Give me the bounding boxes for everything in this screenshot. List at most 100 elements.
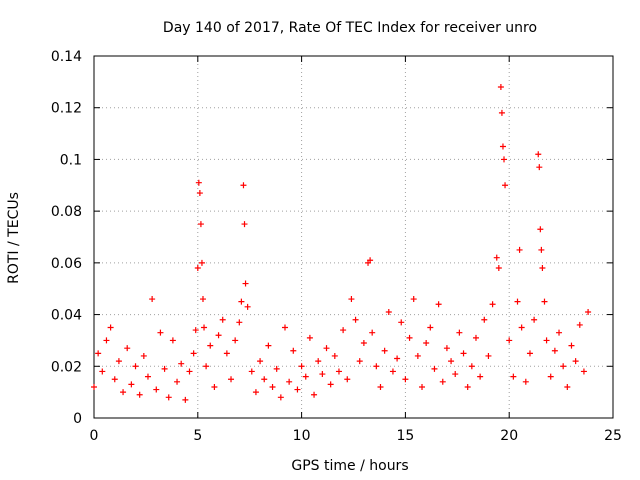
data-point	[257, 358, 264, 365]
data-point	[157, 329, 164, 336]
data-point	[576, 321, 583, 328]
data-point	[493, 254, 500, 261]
grid	[94, 56, 613, 418]
data-point	[327, 381, 334, 388]
y-tick-label: 0.06	[51, 256, 82, 272]
x-tick-label: 10	[293, 428, 311, 444]
data-point	[286, 378, 293, 385]
data-point	[543, 337, 550, 344]
data-point	[423, 340, 430, 347]
data-point	[556, 329, 563, 336]
data-point	[182, 396, 189, 403]
data-point	[240, 182, 247, 189]
data-point	[124, 345, 131, 352]
data-point	[128, 381, 135, 388]
data-point	[298, 363, 305, 370]
chart-title: Day 140 of 2017, Rate Of TEC Index for r…	[163, 20, 537, 36]
data-point	[277, 394, 284, 401]
data-point	[207, 342, 214, 349]
data-point	[290, 347, 297, 354]
x-tick-label: 25	[604, 428, 622, 444]
x-tick-label: 0	[90, 428, 99, 444]
data-point	[356, 358, 363, 365]
y-tick-label: 0.08	[51, 204, 82, 220]
data-point	[149, 296, 156, 303]
data-point	[373, 363, 380, 370]
data-point	[252, 389, 259, 396]
data-point	[315, 358, 322, 365]
data-point	[261, 376, 268, 383]
data-point	[402, 376, 409, 383]
data-point	[232, 337, 239, 344]
data-point	[273, 365, 280, 372]
data-point	[439, 378, 446, 385]
data-point	[495, 265, 502, 272]
data-point	[241, 221, 248, 228]
data-point	[406, 334, 413, 341]
data-point	[120, 389, 127, 396]
data-point	[448, 358, 455, 365]
data-point	[419, 383, 426, 390]
tick-labels: 0 5 10 15 20 25 0 0.02 0.04 0.06 0.08 0.1 0.12 0.14	[51, 49, 622, 444]
data-point	[538, 246, 545, 253]
y-tick-label: 0.14	[51, 49, 82, 65]
data-point	[537, 226, 544, 233]
data-point	[99, 368, 106, 375]
data-point	[468, 363, 475, 370]
data-point	[107, 324, 114, 331]
data-point	[186, 368, 193, 375]
y-tick-label: 0	[73, 411, 82, 427]
data-point	[427, 324, 434, 331]
data-point	[302, 373, 309, 380]
data-point	[306, 334, 313, 341]
data-point	[360, 340, 367, 347]
data-point	[506, 337, 513, 344]
data-point	[377, 383, 384, 390]
data-point	[269, 383, 276, 390]
data-point	[197, 221, 204, 228]
data-point	[223, 350, 230, 357]
data-points	[91, 84, 592, 403]
data-point	[115, 358, 122, 365]
data-point	[111, 376, 118, 383]
data-point	[585, 308, 592, 315]
data-point	[331, 352, 338, 359]
x-tick-label: 20	[500, 428, 518, 444]
data-point	[539, 265, 546, 272]
data-point	[238, 298, 245, 305]
data-point	[410, 296, 417, 303]
data-point	[502, 182, 509, 189]
data-point	[192, 327, 199, 334]
x-tick-label: 5	[193, 428, 202, 444]
data-point	[178, 360, 185, 367]
y-tick-label: 0.1	[60, 152, 82, 168]
data-point	[460, 350, 467, 357]
data-point	[514, 298, 521, 305]
data-point	[456, 329, 463, 336]
data-point	[153, 386, 160, 393]
data-point	[551, 347, 558, 354]
data-point	[195, 179, 202, 186]
data-point	[536, 164, 543, 171]
data-point	[481, 316, 488, 323]
data-point	[580, 368, 587, 375]
data-point	[344, 376, 351, 383]
data-point	[464, 383, 471, 390]
data-point	[144, 373, 151, 380]
data-point	[340, 327, 347, 334]
data-point	[265, 342, 272, 349]
data-point	[414, 352, 421, 359]
x-axis-label: GPS time / hours	[291, 458, 408, 474]
data-point	[201, 324, 208, 331]
data-point	[431, 365, 438, 372]
data-point	[497, 84, 504, 91]
data-point	[311, 391, 318, 398]
data-point	[477, 373, 484, 380]
data-point	[91, 383, 97, 390]
data-point	[560, 363, 567, 370]
data-point	[244, 303, 251, 310]
data-point	[236, 319, 243, 326]
data-point	[572, 358, 579, 365]
data-point	[215, 332, 222, 339]
data-point	[381, 347, 388, 354]
